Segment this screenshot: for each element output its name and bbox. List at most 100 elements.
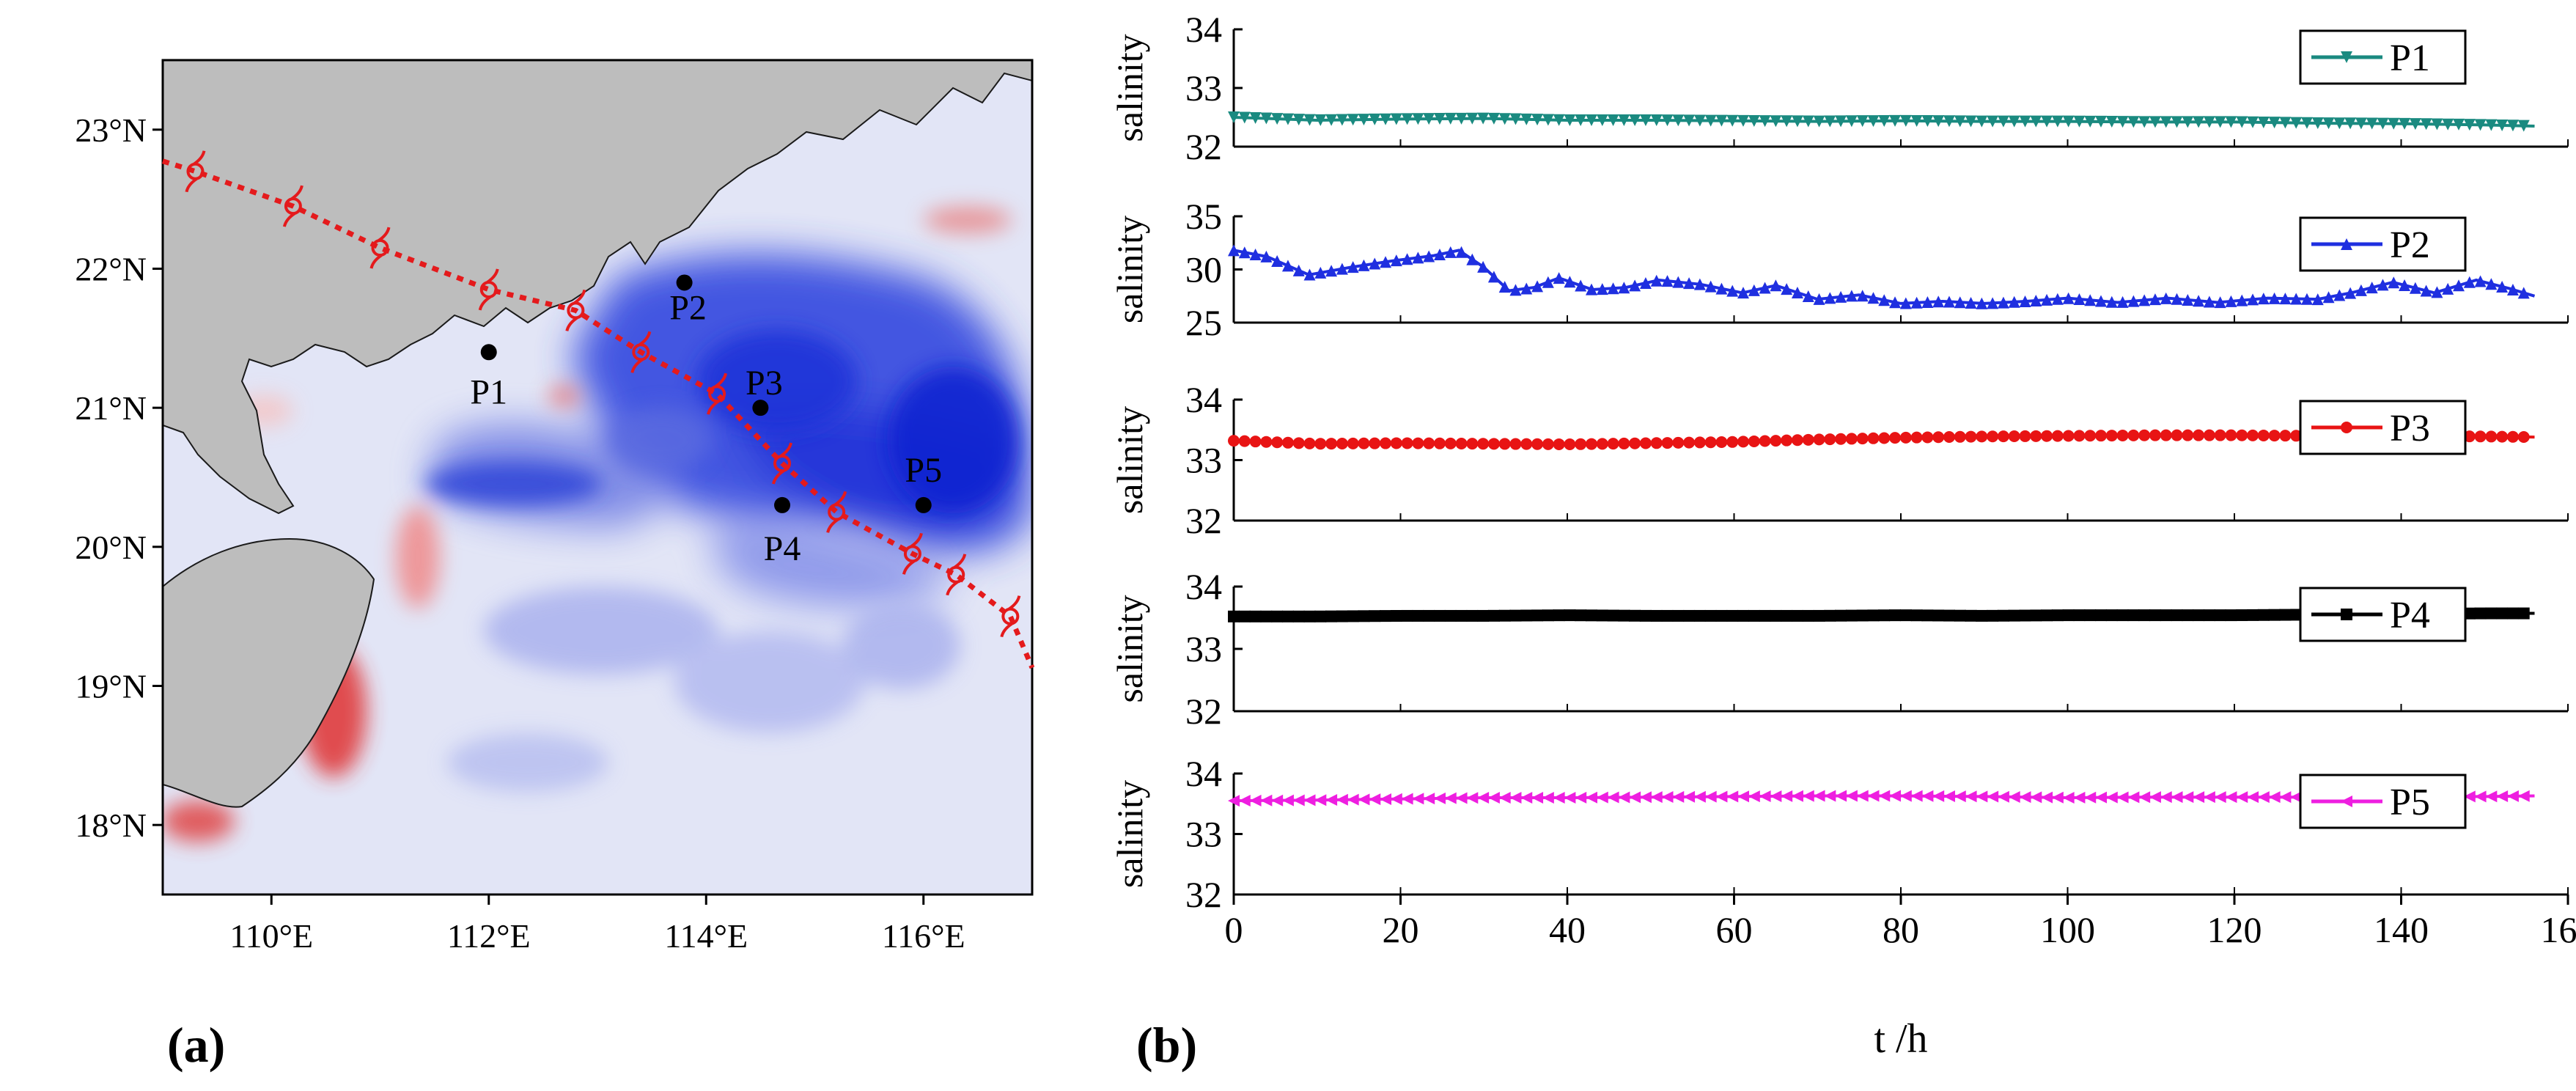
data-point-marker — [1629, 609, 1641, 622]
data-point-marker — [1618, 437, 1630, 449]
data-point-marker — [2485, 607, 2498, 620]
x-tick-label: 60 — [1716, 909, 1753, 950]
data-point-marker — [1683, 114, 1696, 127]
series-panel-p3: 32 33 34 salinity P3 — [1109, 379, 2569, 541]
data-point-marker — [1380, 793, 1392, 805]
data-point-marker — [1759, 435, 1771, 447]
data-point-marker — [1748, 609, 1760, 622]
series-plots: 32 33 34 salinity P1 25 30 35 salinity P2 32 33 34 sa… — [1109, 9, 2569, 915]
data-point-marker — [1260, 436, 1273, 448]
y-tick-label: 33 — [1185, 814, 1222, 855]
data-point-marker — [1380, 113, 1392, 125]
legend-label: P1 — [2390, 37, 2430, 79]
data-point-marker — [2247, 116, 2259, 128]
data-point-marker — [1347, 261, 1359, 273]
legend-box — [2299, 216, 2467, 272]
data-point-marker — [1813, 609, 1825, 622]
map-lon-tick-label: 110°E — [229, 917, 313, 955]
typhoon-symbol — [902, 532, 923, 575]
data-point-marker — [2341, 51, 2352, 63]
data-point-marker — [1423, 437, 1435, 449]
station-marker — [480, 344, 497, 361]
data-point-marker — [1401, 793, 1413, 805]
data-point-marker — [1455, 792, 1468, 804]
data-point-marker — [1520, 282, 1533, 295]
data-point-marker — [2105, 116, 2118, 128]
data-point-marker — [1813, 293, 1825, 305]
data-point-marker — [1281, 794, 1294, 807]
data-point-marker — [1899, 431, 1912, 444]
data-point-marker — [1455, 609, 1468, 622]
data-point-marker — [1380, 256, 1392, 268]
data-point-marker — [1976, 430, 1988, 443]
data-point-marker — [1520, 792, 1533, 804]
data-point-marker — [1899, 297, 1912, 309]
data-point-marker — [1444, 246, 1457, 258]
data-point-marker — [1867, 115, 1880, 128]
data-point-marker — [1737, 436, 1750, 448]
data-point-marker — [1585, 609, 1597, 622]
legend-label: P5 — [2390, 782, 2430, 823]
data-point-marker — [1791, 115, 1803, 128]
data-point-marker — [1509, 284, 1522, 296]
data-point-marker — [1596, 114, 1608, 126]
data-point-marker — [2127, 791, 2140, 804]
data-point-marker — [2257, 429, 2270, 441]
data-point-marker — [1770, 115, 1782, 128]
data-point-marker — [2409, 118, 2421, 131]
data-point-marker — [2030, 430, 2042, 442]
data-point-marker — [2463, 430, 2476, 443]
data-point-marker — [2485, 430, 2498, 443]
data-point-marker — [2149, 609, 2161, 622]
data-point-marker — [1238, 795, 1251, 807]
data-point-marker — [1281, 436, 1294, 449]
data-point-marker — [1899, 609, 1912, 622]
data-point-marker — [2073, 430, 2086, 442]
data-point-marker — [1596, 283, 1608, 295]
data-point-marker — [1477, 260, 1490, 273]
data-point-marker — [1564, 438, 1576, 451]
data-point-marker — [1639, 277, 1652, 290]
data-point-marker — [1249, 112, 1262, 125]
map-lat-tick-label: 19°N — [75, 668, 147, 705]
data-point-marker — [2225, 295, 2237, 307]
data-point-marker — [2051, 430, 2064, 442]
data-point-marker — [1325, 265, 1338, 277]
data-point-marker — [1444, 792, 1457, 804]
typhoon-symbol — [946, 554, 967, 596]
data-point-marker — [1629, 279, 1641, 292]
legend-p2: P2 — [2299, 216, 2467, 272]
data-point-marker — [1889, 609, 1902, 622]
data-point-marker — [1585, 114, 1597, 126]
data-point-marker — [1347, 610, 1359, 622]
data-point-marker — [2193, 429, 2205, 441]
data-point-marker — [1639, 791, 1652, 804]
data-point-marker — [1542, 792, 1554, 804]
data-point-marker — [1824, 609, 1836, 622]
x-tick-label: 40 — [1549, 909, 1586, 950]
data-point-marker — [1575, 791, 1587, 804]
data-point-marker — [2073, 791, 2086, 804]
data-point-marker — [1791, 790, 1803, 802]
data-point-marker — [2247, 429, 2259, 441]
data-point-marker — [2279, 609, 2292, 621]
data-point-marker — [1878, 114, 1891, 127]
data-point-marker — [1531, 438, 1544, 450]
data-point-marker — [1856, 290, 1869, 302]
data-point-marker — [1228, 435, 1240, 447]
map-latitude-ticks: 18°N 19°N 20°N 21°N 22°N 23°N — [75, 111, 163, 844]
data-point-marker — [1704, 790, 1717, 803]
data-point-marker — [1878, 609, 1891, 622]
data-point-marker — [1715, 436, 1728, 448]
data-point-marker — [2160, 609, 2172, 622]
data-point-marker — [1336, 610, 1348, 622]
data-point-marker — [2008, 115, 2020, 128]
data-point-marker — [1487, 792, 1500, 804]
data-point-marker — [1423, 250, 1435, 262]
data-point-marker — [1856, 790, 1869, 802]
data-point-marker — [2474, 430, 2487, 443]
data-point-marker — [1336, 114, 1348, 126]
data-point-marker — [1444, 609, 1457, 622]
data-point-marker — [1509, 438, 1522, 450]
data-point-marker — [1596, 438, 1608, 450]
